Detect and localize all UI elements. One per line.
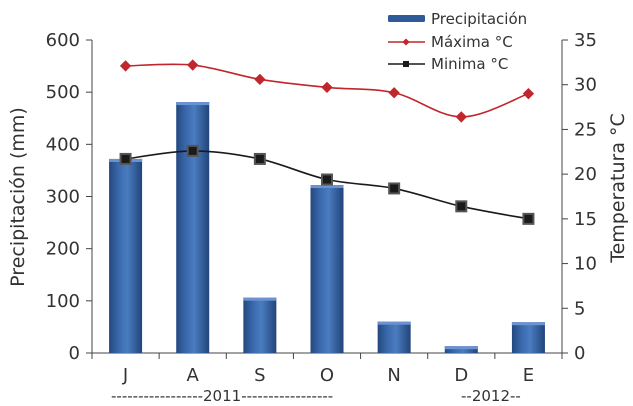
point-minima-core — [524, 214, 533, 223]
bar-top-highlight — [511, 322, 545, 326]
point-minima-core — [188, 146, 197, 155]
y-right-tick-label: 20 — [574, 164, 597, 185]
x-tick-label: S — [254, 365, 265, 386]
bar-series — [109, 102, 545, 353]
point-maxima — [254, 73, 266, 86]
point-maxima — [455, 111, 467, 123]
x-tick-label: J — [122, 365, 128, 386]
legend-item-precipitacion: Precipitación — [388, 10, 527, 28]
year-label-2012: --2012-- — [461, 387, 521, 405]
year-label-2011: -----------------2011----------------- — [111, 387, 333, 405]
x-tick-label: E — [523, 365, 534, 386]
bar — [310, 185, 344, 353]
legend-label-precipitacion: Precipitación — [431, 10, 527, 28]
point-minima-core — [121, 154, 130, 163]
point-maxima — [119, 60, 132, 72]
y-axis-right-title: Temperatura °C — [607, 113, 629, 264]
y-left-tick-label: 0 — [69, 343, 80, 364]
y-left-tick-label: 200 — [46, 239, 80, 260]
point-minima-core — [390, 184, 399, 193]
bar — [377, 321, 411, 353]
legend-marker-minima — [403, 61, 409, 67]
y-left-tick-label: 400 — [46, 134, 80, 155]
x-tick-label: A — [187, 365, 200, 386]
y-right-tick-label: 30 — [574, 75, 597, 96]
legend-marker-maxima — [402, 38, 410, 46]
bar — [444, 346, 478, 353]
y-axis-left-title: Precipitación (mm) — [7, 107, 29, 287]
legend: Precipitación Máxima °C Minima °C — [388, 10, 527, 73]
bar-top-highlight — [176, 102, 210, 106]
bar — [109, 158, 143, 353]
tick-labels: 0 100 200 300 400 500 600 0 5 10 15 20 25 30 35 J A S O N D E — [46, 30, 597, 386]
y-right-tick-label: 10 — [574, 254, 597, 275]
point-minima-core — [255, 154, 264, 163]
point-maxima — [321, 81, 333, 94]
bar — [243, 297, 277, 353]
y-left-tick-label: 300 — [46, 187, 80, 208]
point-minima-core — [323, 175, 331, 184]
y-right-tick-label: 25 — [574, 119, 597, 140]
bar-top-highlight — [243, 297, 277, 301]
x-tick-label: O — [320, 365, 334, 386]
legend-label-minima: Minima °C — [431, 55, 508, 73]
bar-top-highlight — [377, 321, 411, 325]
x-tick-label: N — [387, 365, 400, 386]
point-maxima — [388, 87, 400, 99]
y-right-tick-label: 0 — [574, 343, 585, 364]
y-left-tick-label: 100 — [46, 291, 80, 312]
legend-swatch-precipitacion — [388, 15, 425, 22]
bar-top-highlight — [444, 346, 478, 350]
y-right-tick-label: 5 — [574, 298, 585, 319]
legend-item-maxima: Máxima °C — [388, 33, 513, 51]
legend-label-maxima: Máxima °C — [431, 33, 513, 51]
point-minima-core — [457, 202, 466, 211]
y-right-tick-label: 35 — [574, 30, 597, 51]
bar — [176, 102, 210, 353]
bar — [511, 322, 545, 353]
y-left-tick-label: 600 — [46, 30, 80, 51]
point-maxima — [187, 59, 199, 71]
point-maxima — [522, 88, 535, 100]
x-tick-label: D — [454, 365, 468, 386]
legend-item-minima: Minima °C — [388, 55, 508, 73]
y-right-tick-label: 15 — [574, 209, 597, 230]
bar-top-highlight — [310, 185, 344, 189]
y-left-tick-label: 500 — [46, 82, 80, 103]
